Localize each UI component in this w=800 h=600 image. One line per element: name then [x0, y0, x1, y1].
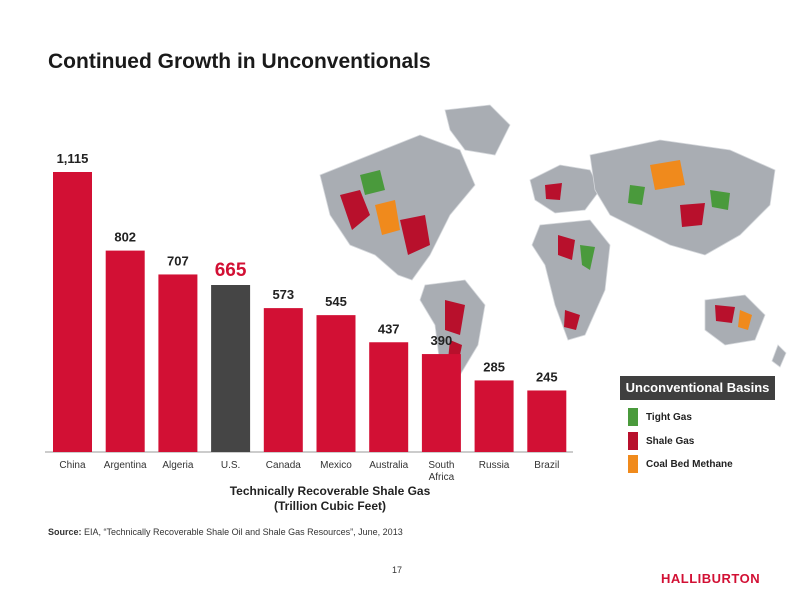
value-label-brazil: 245	[536, 369, 558, 384]
bars-group	[53, 172, 567, 452]
legend-label-shale-gas: Shale Gas	[646, 435, 695, 447]
new-zealand-shape	[771, 344, 787, 368]
europe-shape	[529, 164, 601, 214]
category-label-russia: Russia	[479, 460, 510, 471]
bar-canada	[263, 308, 303, 452]
map-basins	[340, 160, 752, 365]
value-label-u-s: 665	[215, 260, 247, 281]
bar-algeria	[158, 274, 198, 452]
legend-swatch-shale-gas	[628, 432, 638, 450]
bar-argentina	[105, 250, 145, 452]
source-label: Source:	[48, 527, 82, 537]
bar-u-s	[211, 285, 251, 452]
north-america-shape	[319, 134, 476, 281]
source-text: EIA, “Technically Recoverable Shale Oil …	[84, 527, 403, 537]
value-label-algeria: 707	[167, 253, 189, 268]
value-label-argentina: 802	[114, 230, 136, 245]
page-number: 17	[392, 565, 403, 575]
company-logo: HALLIBURTON	[661, 571, 761, 586]
legend-label-tight-gas: Tight Gas	[646, 411, 692, 423]
category-label-brazil: Brazil	[534, 460, 559, 471]
bar-china	[53, 172, 92, 452]
category-label-australia: Australia	[369, 460, 408, 471]
category-label-u-s: U.S.	[221, 460, 240, 471]
bar-value-labels: 1,115 802 707 665 573 545 437 390 285 245	[57, 151, 558, 384]
category-labels: China Argentina Algeria U.S. Canada Mexico Aus…	[59, 460, 559, 483]
value-label-canada: 573	[272, 287, 294, 302]
x-axis-title: Technically Recoverable Shale Gas (Trill…	[170, 484, 490, 514]
legend-swatch-tight-gas	[628, 408, 638, 426]
value-label-china: 1,115	[57, 151, 89, 166]
slide-title: Continued Growth in Unconventionals	[48, 50, 431, 73]
x-axis-title-line-1: Technically Recoverable Shale Gas	[229, 484, 431, 498]
greenland-shape	[444, 104, 511, 156]
asia-shape	[589, 139, 776, 256]
bar-russia	[474, 380, 514, 452]
legend-label-coal-bed-methane: Coal Bed Methane	[646, 458, 733, 470]
value-label-australia: 437	[378, 321, 400, 336]
source-note: Source: EIA, “Technically Recoverable Sh…	[48, 527, 403, 537]
category-label-mexico: Mexico	[320, 460, 352, 471]
legend-title: Unconventional Basins	[620, 376, 775, 400]
category-label-china: China	[59, 460, 86, 471]
value-label-russia: 285	[483, 359, 505, 374]
bar-south-africa	[421, 354, 461, 452]
bar-brazil	[527, 390, 567, 452]
bar-mexico	[316, 315, 356, 452]
category-label-algeria: Algeria	[162, 460, 194, 471]
category-label-canada: Canada	[266, 460, 301, 471]
legend-swatch-coal-bed-methane	[628, 455, 638, 473]
bar-australia	[369, 342, 409, 452]
legend: Unconventional Basins Tight Gas Shale Ga…	[620, 376, 775, 473]
category-label-argentina: Argentina	[104, 460, 147, 471]
category-label-south-africa: South Africa	[428, 460, 454, 483]
map-continents	[319, 104, 787, 391]
legend-item-coal-bed-methane: Coal Bed Methane	[628, 455, 733, 473]
value-label-south-africa: 390	[431, 333, 453, 348]
x-axis-title-line-2: (Trillion Cubic Feet)	[273, 499, 386, 513]
world-map-image	[319, 104, 787, 391]
value-label-mexico: 545	[325, 294, 347, 309]
legend-item-tight-gas: Tight Gas	[628, 408, 692, 426]
legend-item-shale-gas: Shale Gas	[628, 432, 694, 450]
